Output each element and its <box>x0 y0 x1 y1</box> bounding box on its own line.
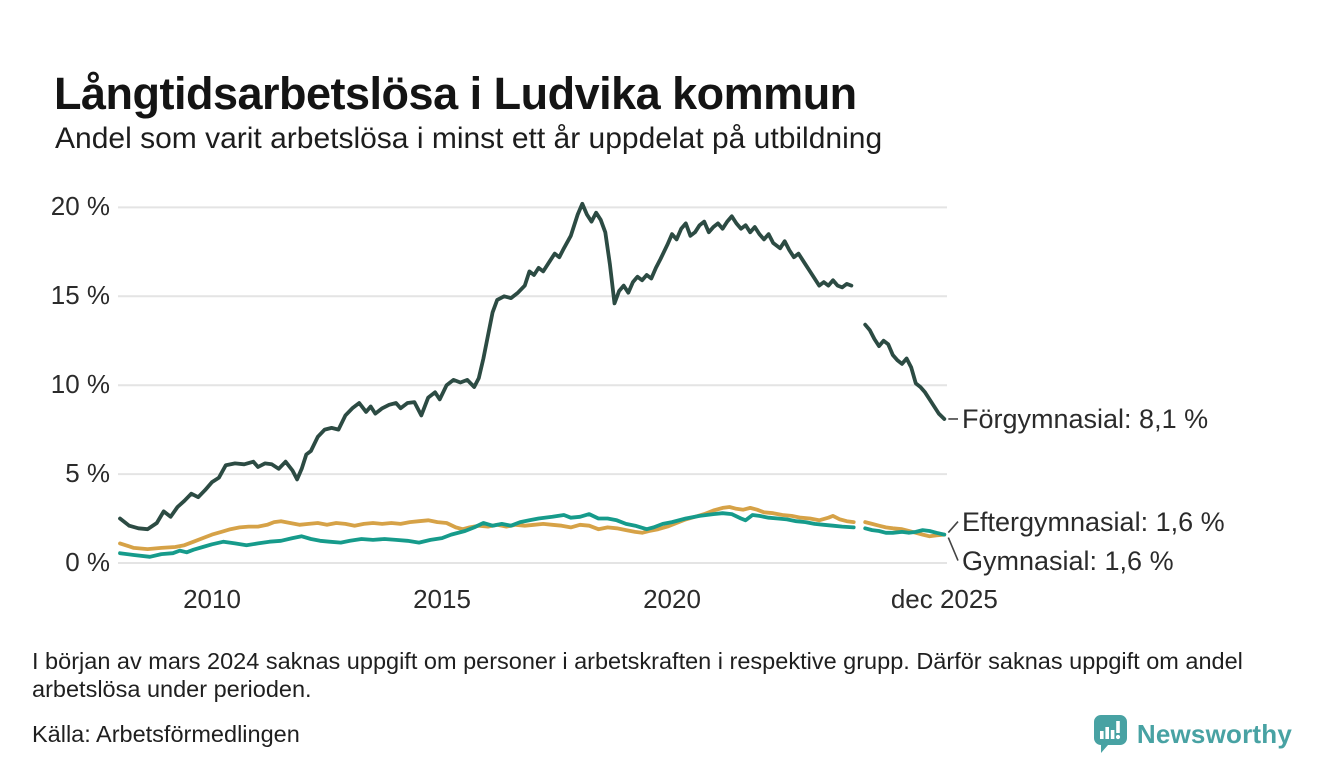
y-axis-tick-label: 10 % <box>50 369 110 400</box>
y-axis-tick-label: 5 % <box>65 457 110 488</box>
newsworthy-branding: Newsworthy <box>1092 714 1292 754</box>
series-line-gymnasial <box>863 526 947 537</box>
series-line-förgymnasial <box>118 201 854 532</box>
annotation-connector <box>947 521 959 534</box>
source-attribution: Källa: Arbetsförmedlingen <box>32 721 300 747</box>
logo-bar-tall <box>1105 727 1109 739</box>
y-axis-tick-label: 0 % <box>65 546 110 577</box>
series-end-label-forgymnasial: Förgymnasial: 8,1 % <box>962 403 1209 434</box>
logo-exclamation-bar <box>1116 721 1120 733</box>
chart-title: Långtidsarbetslösa i Ludvika kommun <box>54 68 857 120</box>
series-end-label-gymnasial: Gymnasial: 1,6 % <box>962 545 1174 576</box>
series-line-förgymnasial <box>863 322 947 421</box>
series-line-gymnasial <box>118 511 856 559</box>
annotation-connector <box>947 537 959 561</box>
newsworthy-logo-icon <box>1093 715 1127 753</box>
logo-bar-medium <box>1110 730 1115 739</box>
logo-bar-small <box>1099 731 1104 739</box>
x-axis-tick-label: 2010 <box>183 584 241 614</box>
y-axis-tick-label: 15 % <box>50 280 110 311</box>
chart-subtitle: Andel som varit arbetslösa i minst ett å… <box>55 122 883 155</box>
x-axis-tick-label: dec 2025 <box>890 584 998 614</box>
series-end-label-eftergymnasial: Eftergymnasial: 1,6 % <box>962 506 1225 537</box>
footnote: I början av mars 2024 saknas uppgift om … <box>32 648 1243 702</box>
y-axis-tick-label: 20 % <box>50 191 110 222</box>
x-axis-tick-label: 2020 <box>643 584 701 614</box>
logo-exclamation-dot <box>1115 734 1120 740</box>
newsworthy-brand-name: Newsworthy <box>1136 718 1292 749</box>
series-line-eftergymnasial <box>863 520 947 539</box>
x-axis-tick-label: 2015 <box>413 584 471 614</box>
